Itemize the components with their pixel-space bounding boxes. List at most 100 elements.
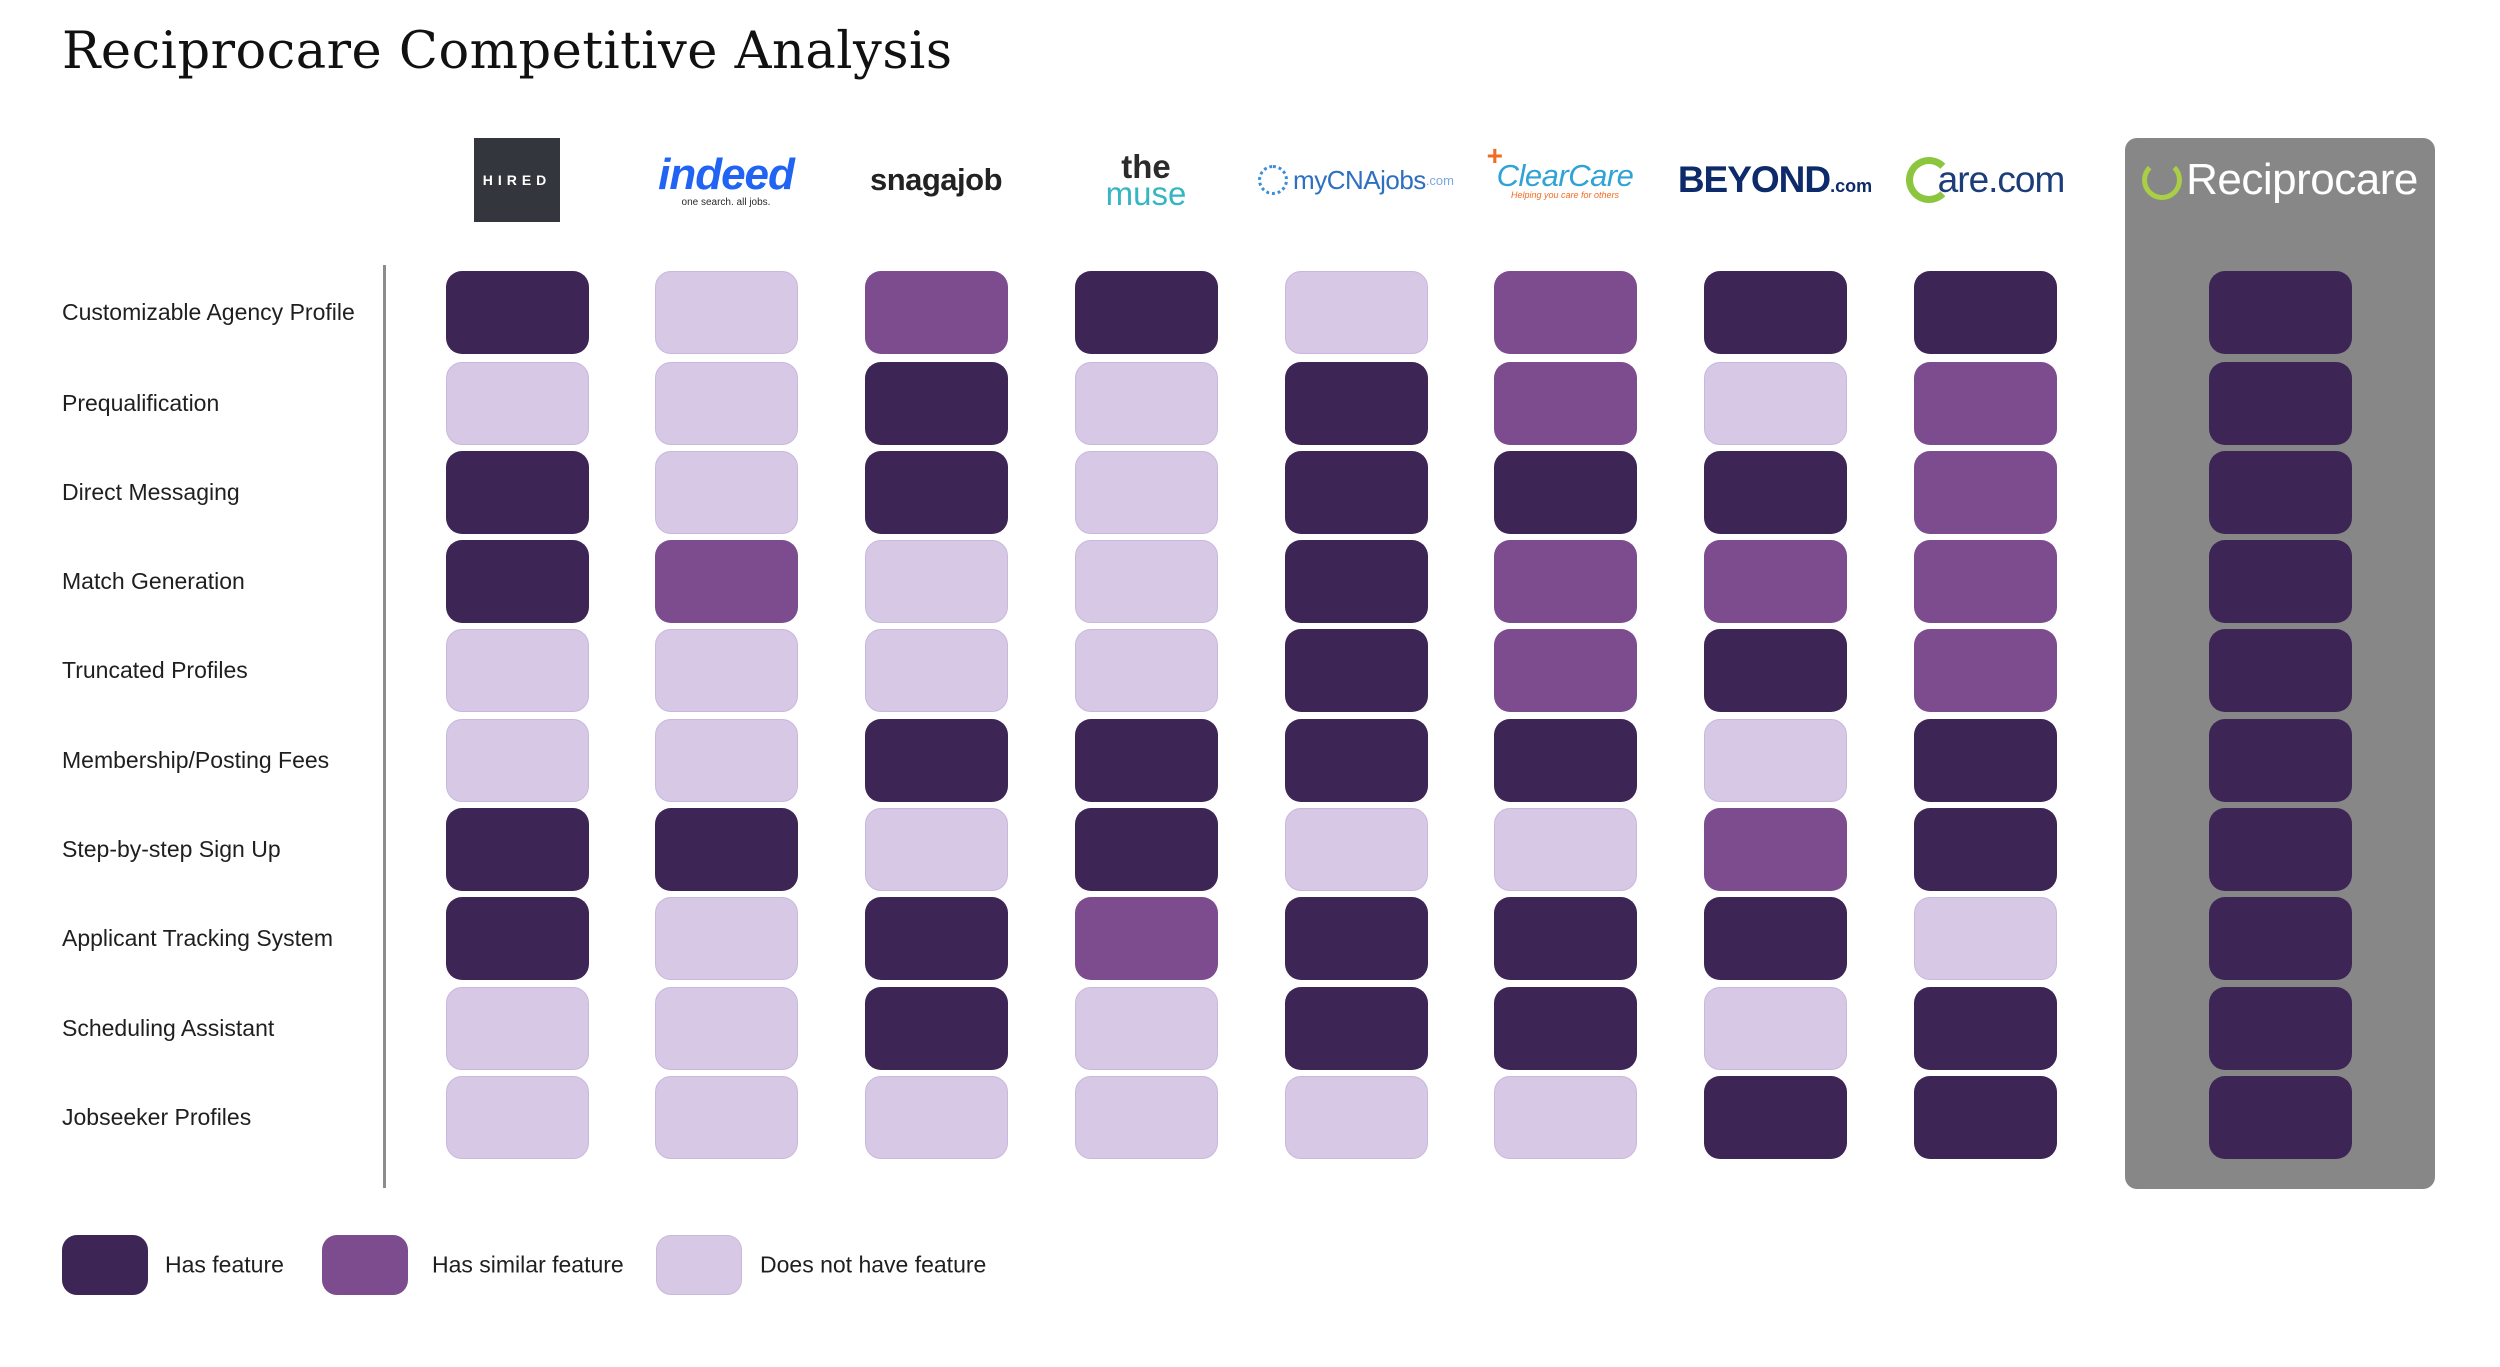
cell-match-generation-beyond-com bbox=[1703, 539, 1847, 623]
cell-customizable-agency-profile-beyond-com bbox=[1703, 270, 1847, 354]
cell-jobseeker-profiles-hired bbox=[445, 1075, 589, 1159]
cell-step-by-step-sign-up-care-com bbox=[1913, 807, 2057, 891]
cell-step-by-step-sign-up-mycnajobs bbox=[1284, 807, 1428, 891]
cell-direct-messaging-the-muse bbox=[1074, 450, 1218, 534]
page-title: Reciprocare Competitive Analysis bbox=[62, 22, 953, 81]
cell-applicant-tracking-system-mycnajobs bbox=[1284, 896, 1428, 980]
cell-membership-posting-fees-snagajob bbox=[864, 718, 1008, 802]
cell-match-generation-care-com bbox=[1913, 539, 2057, 623]
legend-swatch-has-similar-feature bbox=[322, 1235, 408, 1295]
row-label-applicant-tracking-system: Applicant Tracking System bbox=[62, 925, 334, 951]
legend-swatch-has-feature bbox=[62, 1235, 148, 1295]
cell-membership-posting-fees-indeed bbox=[654, 718, 798, 802]
cell-direct-messaging-reciprocare bbox=[2208, 450, 2352, 534]
cell-direct-messaging-hired bbox=[445, 450, 589, 534]
themuse-logo: the muse bbox=[1046, 138, 1246, 222]
cell-membership-posting-fees-care-com bbox=[1913, 718, 2057, 802]
cell-match-generation-the-muse bbox=[1074, 539, 1218, 623]
indeed-logo: indeed one search. all jobs. bbox=[626, 138, 826, 222]
cell-applicant-tracking-system-the-muse bbox=[1074, 896, 1218, 980]
cell-truncated-profiles-clearcare bbox=[1493, 628, 1637, 712]
carecom-logo: are.com bbox=[1885, 138, 2085, 222]
snagajob-logo-text: snagajob bbox=[869, 162, 1003, 197]
cell-match-generation-mycnajobs bbox=[1284, 539, 1428, 623]
cell-truncated-profiles-hired bbox=[445, 628, 589, 712]
cell-customizable-agency-profile-mycnajobs bbox=[1284, 270, 1428, 354]
cell-direct-messaging-indeed bbox=[654, 450, 798, 534]
row-label-step-by-step-sign-up: Step-by-step Sign Up bbox=[62, 836, 281, 862]
cell-scheduling-assistant-the-muse bbox=[1074, 986, 1218, 1070]
cell-step-by-step-sign-up-the-muse bbox=[1074, 807, 1218, 891]
cell-step-by-step-sign-up-hired bbox=[445, 807, 589, 891]
cell-scheduling-assistant-clearcare bbox=[1493, 986, 1637, 1070]
cell-step-by-step-sign-up-clearcare bbox=[1493, 807, 1637, 891]
cell-applicant-tracking-system-indeed bbox=[654, 896, 798, 980]
cell-prequalification-snagajob bbox=[864, 361, 1008, 445]
cell-applicant-tracking-system-care-com bbox=[1913, 896, 2057, 980]
row-label-direct-messaging: Direct Messaging bbox=[62, 479, 240, 505]
cell-scheduling-assistant-care-com bbox=[1913, 986, 2057, 1070]
cell-truncated-profiles-beyond-com bbox=[1703, 628, 1847, 712]
cell-step-by-step-sign-up-beyond-com bbox=[1703, 807, 1847, 891]
cell-truncated-profiles-care-com bbox=[1913, 628, 2057, 712]
cell-customizable-agency-profile-snagajob bbox=[864, 270, 1008, 354]
cell-customizable-agency-profile-clearcare bbox=[1493, 270, 1637, 354]
cell-prequalification-beyond-com bbox=[1703, 361, 1847, 445]
reciprocare-logo-text: Reciprocare bbox=[2186, 155, 2418, 204]
cell-membership-posting-fees-mycnajobs bbox=[1284, 718, 1428, 802]
cell-applicant-tracking-system-hired bbox=[445, 896, 589, 980]
legend-swatch-does-not-have-feature bbox=[656, 1235, 742, 1295]
cell-truncated-profiles-reciprocare bbox=[2208, 628, 2352, 712]
beyond-logo-text: BEYOND bbox=[1677, 159, 1831, 200]
cell-scheduling-assistant-reciprocare bbox=[2208, 986, 2352, 1070]
cell-jobseeker-profiles-mycnajobs bbox=[1284, 1075, 1428, 1159]
cell-scheduling-assistant-indeed bbox=[654, 986, 798, 1070]
cell-jobseeker-profiles-snagajob bbox=[864, 1075, 1008, 1159]
row-label-scheduling-assistant: Scheduling Assistant bbox=[62, 1015, 275, 1041]
cell-prequalification-the-muse bbox=[1074, 361, 1218, 445]
cell-match-generation-hired bbox=[445, 539, 589, 623]
cell-scheduling-assistant-snagajob bbox=[864, 986, 1008, 1070]
cell-jobseeker-profiles-clearcare bbox=[1493, 1075, 1637, 1159]
clearcare-logo: + ClearCare Helping you care for others bbox=[1465, 138, 1665, 222]
cell-membership-posting-fees-reciprocare bbox=[2208, 718, 2352, 802]
carecom-c-icon bbox=[1905, 157, 1952, 203]
cell-prequalification-reciprocare bbox=[2208, 361, 2352, 445]
clearcare-logo-text: ClearCare bbox=[1496, 158, 1634, 193]
mycnajobs-logo: myCNAjobs .com bbox=[1256, 138, 1456, 222]
cell-jobseeker-profiles-care-com bbox=[1913, 1075, 2057, 1159]
cell-customizable-agency-profile-care-com bbox=[1913, 270, 2057, 354]
cell-membership-posting-fees-clearcare bbox=[1493, 718, 1637, 802]
cell-customizable-agency-profile-the-muse bbox=[1074, 270, 1218, 354]
cell-step-by-step-sign-up-indeed bbox=[654, 807, 798, 891]
cell-match-generation-indeed bbox=[654, 539, 798, 623]
mycnajobs-swirl-icon bbox=[1258, 165, 1289, 195]
hired-logo-text: HIRED bbox=[482, 172, 552, 188]
mycnajobs-logo-suffix: .com bbox=[1425, 172, 1454, 188]
clearcare-logo-tagline: Helping you care for others bbox=[1510, 190, 1620, 200]
row-label-membership-posting-fees: Membership/Posting Fees bbox=[62, 747, 330, 773]
cell-direct-messaging-beyond-com bbox=[1703, 450, 1847, 534]
cell-prequalification-mycnajobs bbox=[1284, 361, 1428, 445]
cell-step-by-step-sign-up-reciprocare bbox=[2208, 807, 2352, 891]
reciprocare-logo: Reciprocare bbox=[2135, 138, 2425, 222]
themuse-logo-the: the bbox=[1121, 147, 1171, 185]
cell-direct-messaging-clearcare bbox=[1493, 450, 1637, 534]
cell-step-by-step-sign-up-snagajob bbox=[864, 807, 1008, 891]
cell-scheduling-assistant-beyond-com bbox=[1703, 986, 1847, 1070]
cell-customizable-agency-profile-reciprocare bbox=[2208, 270, 2352, 354]
cell-applicant-tracking-system-beyond-com bbox=[1703, 896, 1847, 980]
cell-applicant-tracking-system-clearcare bbox=[1493, 896, 1637, 980]
cell-truncated-profiles-the-muse bbox=[1074, 628, 1218, 712]
cell-direct-messaging-care-com bbox=[1913, 450, 2057, 534]
cell-truncated-profiles-indeed bbox=[654, 628, 798, 712]
cell-prequalification-indeed bbox=[654, 361, 798, 445]
indeed-logo-tagline: one search. all jobs. bbox=[681, 196, 771, 208]
cell-prequalification-care-com bbox=[1913, 361, 2057, 445]
carecom-logo-text: are.com bbox=[1937, 159, 2066, 200]
cell-applicant-tracking-system-snagajob bbox=[864, 896, 1008, 980]
cell-customizable-agency-profile-indeed bbox=[654, 270, 798, 354]
row-label-divider bbox=[383, 265, 386, 1188]
row-label-match-generation: Match Generation bbox=[62, 568, 245, 594]
cell-truncated-profiles-mycnajobs bbox=[1284, 628, 1428, 712]
